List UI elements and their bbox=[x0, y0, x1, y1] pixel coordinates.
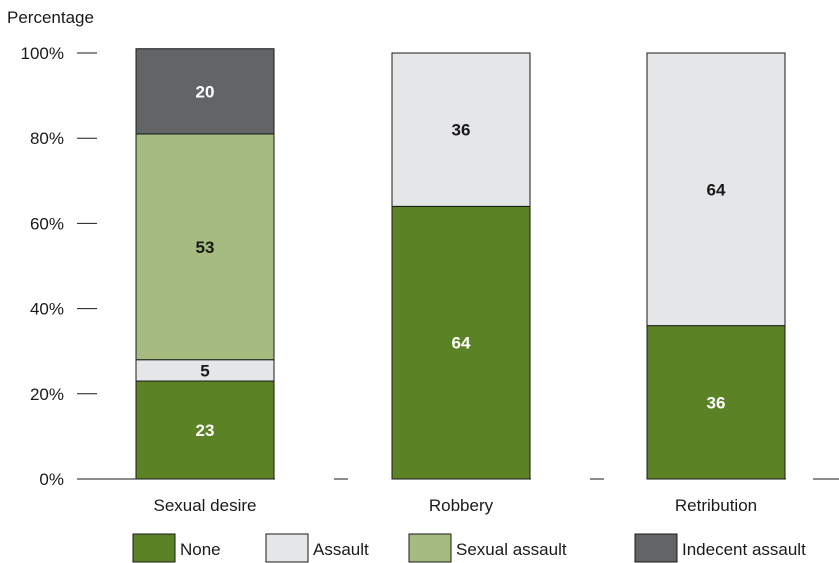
plot-area: 23 5 53 20 64 36 36 64 bbox=[77, 48, 839, 480]
legend-label: Assault bbox=[313, 540, 369, 559]
x-tick-label: Robbery bbox=[429, 496, 494, 515]
bar-segment bbox=[391, 52, 531, 207]
bar-segment bbox=[135, 48, 275, 135]
bar-segment bbox=[646, 52, 786, 327]
legend-label: Indecent assault bbox=[682, 540, 806, 559]
y-tick-label: 100% bbox=[21, 44, 64, 63]
x-axis: Sexual desire Robbery Retribution bbox=[153, 496, 757, 515]
y-tick-label: 80% bbox=[30, 129, 64, 148]
y-axis: 0% 20% 40% 60% 80% 100% bbox=[21, 44, 97, 489]
y-axis-label: Percentage bbox=[7, 8, 94, 27]
bar-segment bbox=[135, 133, 275, 361]
data-label: 36 bbox=[452, 121, 471, 140]
y-tick-label: 40% bbox=[30, 300, 64, 319]
data-label: 64 bbox=[707, 180, 726, 199]
data-label: 64 bbox=[452, 334, 471, 353]
legend-swatch bbox=[634, 533, 678, 563]
legend-swatch bbox=[265, 533, 309, 563]
legend-swatch bbox=[408, 533, 452, 563]
y-tick-label: 60% bbox=[30, 214, 64, 233]
data-label: 23 bbox=[196, 421, 215, 440]
data-label: 36 bbox=[707, 393, 726, 412]
x-tick-label: Retribution bbox=[675, 496, 757, 515]
y-tick-label: 20% bbox=[30, 385, 64, 404]
x-tick-label: Sexual desire bbox=[153, 496, 256, 515]
data-label: 5 bbox=[200, 361, 209, 380]
legend-swatch bbox=[132, 533, 176, 563]
data-label: 20 bbox=[196, 82, 215, 101]
data-label: 53 bbox=[196, 238, 215, 257]
bar-segment bbox=[646, 325, 786, 480]
legend-label: Sexual assault bbox=[456, 540, 567, 559]
y-tick-label: 0% bbox=[39, 470, 64, 489]
legend: None Assault Sexual assault Indecent assaul… bbox=[132, 533, 806, 563]
legend-label: None bbox=[180, 540, 221, 559]
